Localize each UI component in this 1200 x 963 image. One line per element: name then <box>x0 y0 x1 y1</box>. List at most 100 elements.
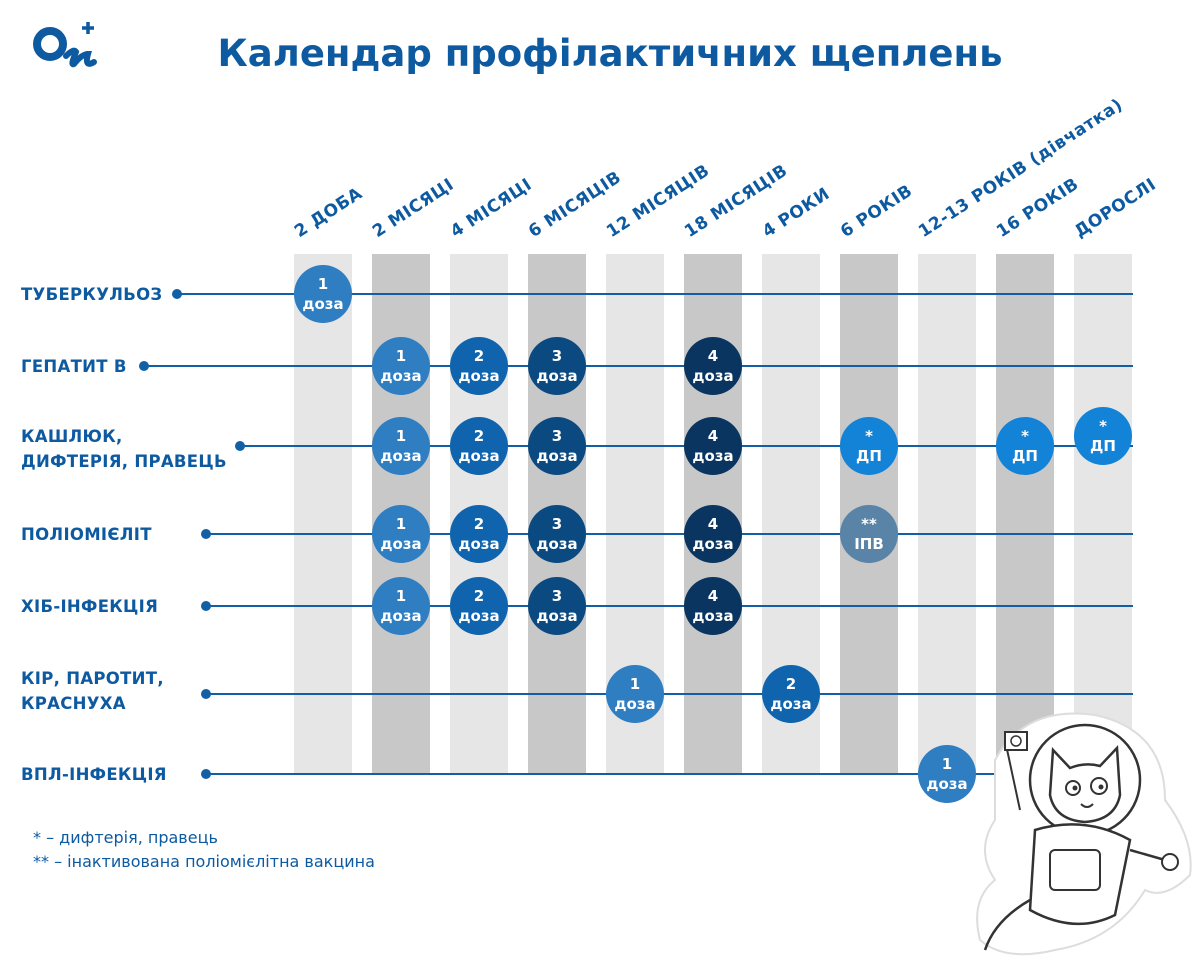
dose-circle: 1 доза <box>372 505 430 563</box>
dose-circle: 4 доза <box>684 577 742 635</box>
dose-label: доза <box>692 607 734 625</box>
dose-circle: 2 доза <box>450 417 508 475</box>
vaccine-label: КІР, ПАРОТИТ, КРАСНУХА <box>21 669 164 713</box>
dose-label: доза <box>536 447 578 465</box>
dose-label: доза <box>692 367 734 385</box>
dose-number: 3 <box>551 427 563 445</box>
column-strip <box>918 254 976 773</box>
dose-circle: 2 доза <box>762 665 820 723</box>
dose-circle: 3 доза <box>528 337 586 395</box>
dose-label: доза <box>302 295 344 313</box>
dose-label: доза <box>380 535 422 553</box>
dose-label: доза <box>458 535 500 553</box>
footnote: ** – інактивована поліомієлітна вакцина <box>33 852 375 871</box>
dose-label: ДП <box>1090 437 1116 455</box>
timeline-line <box>206 533 1133 535</box>
timeline-line <box>206 693 1133 695</box>
dose-circle: 1 доза <box>372 337 430 395</box>
dose-circle: 3 доза <box>528 505 586 563</box>
timeline-line <box>206 605 1133 607</box>
column-header: ДОРОСЛІ <box>1071 174 1160 242</box>
dose-label: доза <box>536 607 578 625</box>
dose-number: 4 <box>707 347 719 365</box>
astronaut-cat-illustration <box>976 712 1192 956</box>
dose-label: доза <box>458 447 500 465</box>
column-strip <box>996 254 1054 773</box>
dose-label: доза <box>536 535 578 553</box>
dose-number: 2 <box>473 587 485 605</box>
title-text: Календар профілактичних щеплень <box>217 32 1003 75</box>
dose-circle: 4 доза <box>684 417 742 475</box>
dose-circle: 2 доза <box>450 505 508 563</box>
dose-number: 3 <box>551 347 563 365</box>
row-dot <box>201 529 211 539</box>
dose-label: доза <box>380 447 422 465</box>
dose-circle: 4 доза <box>684 337 742 395</box>
dose-label: ДП <box>856 447 882 465</box>
dose-number: 1 <box>395 515 407 533</box>
dose-circle: 3 доза <box>528 417 586 475</box>
vaccine-label: ХІБ-ІНФЕКЦІЯ <box>21 597 159 616</box>
footnote: * – дифтерія, правець <box>33 828 218 847</box>
dose-label: доза <box>692 447 734 465</box>
dose-label: ІПВ <box>854 535 884 553</box>
dose-circle: 3 доза <box>528 577 586 635</box>
dose-label: доза <box>536 367 578 385</box>
dose-number: 2 <box>785 675 797 693</box>
page-title: Календар профілактичних щеплень <box>0 32 1200 75</box>
dose-circle: 1 доза <box>606 665 664 723</box>
dose-label: ДП <box>1012 447 1038 465</box>
dose-number: 1 <box>395 427 407 445</box>
row-dot <box>139 361 149 371</box>
dose-number: 4 <box>707 587 719 605</box>
dose-circle: 1 доза <box>372 417 430 475</box>
dose-circle: 1 доза <box>294 265 352 323</box>
row-dot <box>201 601 211 611</box>
vaccine-label: КАШЛЮК, ДИФТЕРІЯ, ПРАВЕЦЬ <box>21 427 227 471</box>
dose-number: 3 <box>551 515 563 533</box>
dose-circle: 1 доза <box>918 745 976 803</box>
row-dot <box>201 689 211 699</box>
column-header: 4 РОКИ <box>759 183 834 242</box>
dose-number: ** <box>861 515 877 533</box>
dose-circle: 1 доза <box>372 577 430 635</box>
dose-label: доза <box>458 367 500 385</box>
vaccine-label: ГЕПАТИТ В <box>21 357 127 376</box>
dose-circle: * ДП <box>996 417 1054 475</box>
dose-number: * <box>1099 417 1107 435</box>
column-header: 2 МІСЯЦІ <box>369 174 458 242</box>
vaccine-label: ПОЛІОМІЄЛІТ <box>21 525 152 544</box>
dose-number: 2 <box>473 347 485 365</box>
dose-circle: * ДП <box>1074 407 1132 465</box>
column-strip <box>1074 254 1132 773</box>
dose-number: 1 <box>629 675 641 693</box>
dose-circle: 2 доза <box>450 337 508 395</box>
dose-label: доза <box>380 367 422 385</box>
logo-icon <box>33 22 97 68</box>
dose-number: 1 <box>317 275 329 293</box>
row-dot <box>201 769 211 779</box>
row-dot <box>235 441 245 451</box>
timeline-line <box>144 365 1133 367</box>
timeline-line <box>177 293 1133 295</box>
dose-number: 4 <box>707 427 719 445</box>
dose-circle: 4 доза <box>684 505 742 563</box>
dose-number: 2 <box>473 427 485 445</box>
dose-label: доза <box>692 535 734 553</box>
dose-label: доза <box>926 775 968 793</box>
column-strip <box>294 254 352 773</box>
dose-number: 2 <box>473 515 485 533</box>
row-dot <box>172 289 182 299</box>
timeline-line <box>206 773 1133 775</box>
dose-number: * <box>865 427 873 445</box>
column-header: 4 МІСЯЦІ <box>447 174 536 242</box>
vaccine-label: ТУБЕРКУЛЬОЗ <box>21 285 163 304</box>
vaccine-label: ВПЛ-ІНФЕКЦІЯ <box>21 765 167 784</box>
column-header: 2 ДОБА <box>291 183 367 242</box>
footnotes: * – дифтерія, правець ** – інактивована … <box>33 826 375 874</box>
column-header: 6 РОКІВ <box>837 180 917 242</box>
dose-circle: 2 доза <box>450 577 508 635</box>
dose-number: 4 <box>707 515 719 533</box>
dose-number: 1 <box>395 587 407 605</box>
dose-circle: * ДП <box>840 417 898 475</box>
